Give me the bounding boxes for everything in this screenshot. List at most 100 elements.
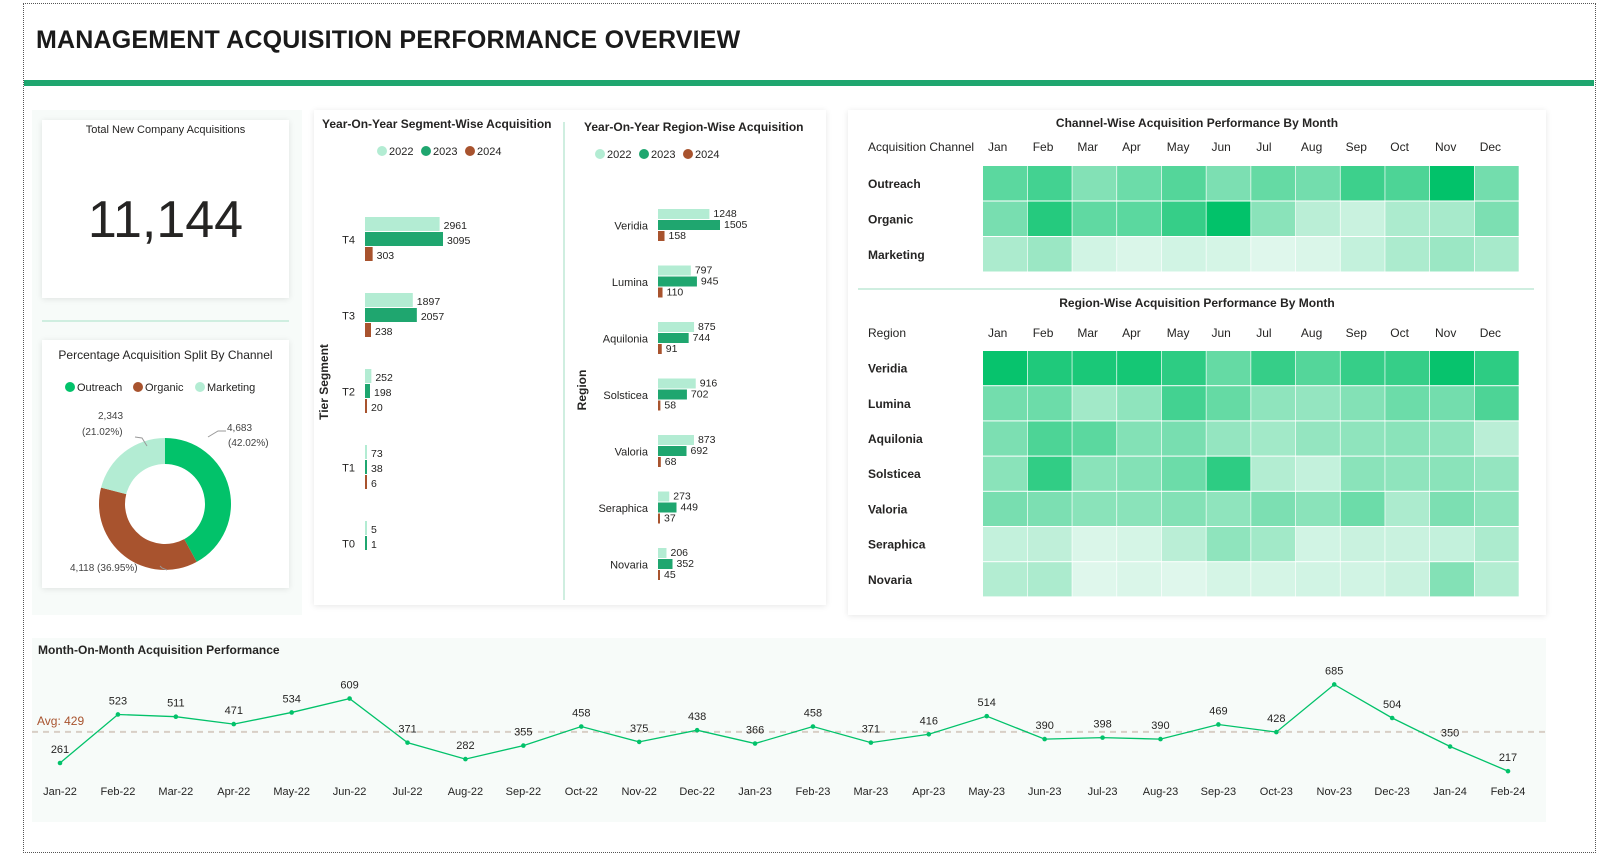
donut-chart[interactable]: Outreach Organic Marketing 4,683 (42.02%) 4,1… [42,340,289,588]
legend-label-2024: 2024 [695,149,719,161]
heatmap-cell [1206,421,1251,456]
bar-value-label: 1505 [724,219,748,231]
heatmap-cell [983,527,1027,562]
category-label-t3: T3 [342,311,355,323]
legend-label-marketing: Marketing [207,382,255,394]
bar-2024-t1 [365,475,367,489]
heatmap-cell [1385,421,1430,456]
bar-2024-t3 [365,323,371,337]
heatmap-column-jul: Jul [1256,326,1271,340]
heatmap-cell [983,237,1027,272]
category-label-t2: T2 [342,387,355,399]
slice-label-marketing-value: 2,343 [98,411,123,422]
heatmap-cell [1206,351,1251,386]
heatmap-cell [1385,166,1430,201]
heatmap-cell [1430,527,1474,562]
heatmap-cell [1385,237,1430,272]
donut-card[interactable]: Percentage Acquisition Split By Channel … [42,340,289,588]
heatmap-cell [1474,201,1519,236]
heatmap-column-apr: Apr [1122,140,1141,154]
heatmap-column-nov: Nov [1435,140,1456,154]
heatmap-cell [1385,351,1430,386]
heatmap-cell [983,201,1027,236]
heatmap-cell [1251,237,1296,272]
bar-value-label: 702 [691,389,709,401]
heatmap-cell [1117,527,1162,562]
data-label: 366 [746,725,764,737]
data-point [984,713,990,719]
heatmap-row-valoria: Valoria [868,502,908,516]
data-point [57,760,63,766]
heatmap-cell [1251,562,1296,597]
heatmap-cell [1295,351,1340,386]
heatmap-cell [1385,201,1430,236]
heatmap-cell [1161,527,1206,562]
legend-label-outreach: Outreach [77,382,122,394]
heatmap-cell [983,421,1027,456]
x-tick-label: Jun-23 [1028,786,1062,798]
legend-label-organic: Organic [145,382,184,394]
data-label: 375 [630,723,648,735]
donut-slice-outreach [165,438,231,562]
bar-value-label: 206 [670,547,688,559]
data-point [231,721,237,727]
data-point [521,743,526,748]
bar-2022-t1 [365,445,367,459]
heatmap-column-oct: Oct [1390,140,1409,154]
heatmap-cell [983,456,1027,491]
bar-2023-t3 [365,308,417,322]
x-tick-label: May-23 [968,786,1005,798]
heatmap-cell [1027,351,1072,386]
category-label-aquilonia: Aquilonia [603,334,649,346]
data-label: 511 [167,698,185,710]
heatmap-column-jan: Jan [988,326,1007,340]
heatmap-cell [1430,421,1474,456]
bar-value-label: 91 [666,343,678,355]
heatmap-cell [1251,421,1296,456]
bar-2023-lumina [658,276,697,287]
x-tick-label: Jul-23 [1088,786,1118,798]
heatmap-cell [1251,456,1296,491]
data-point [173,714,179,720]
kpi-card[interactable]: Total New Company Acquisitions 11,144 [42,120,289,298]
heatmap-column-mar: Mar [1077,140,1098,154]
data-label: 471 [225,705,243,717]
x-tick-label: Aug-22 [448,786,483,798]
data-point [1447,744,1453,749]
x-tick-label: May-22 [273,786,310,798]
heatmap-cell [1295,386,1340,421]
heatmap-cell [1161,237,1206,272]
category-label-lumina: Lumina [612,277,649,289]
bar-value-label: 1248 [713,208,737,220]
line-chart[interactable]: Avg: 429 261 Jan-22 523 Feb-22 511 Mar-22 471 Ap… [32,638,1546,822]
heatmap-row-header: Acquisition Channel [868,140,974,154]
heatmap-cell [1251,386,1296,421]
legend-label-2023: 2023 [651,149,675,161]
x-tick-label: Nov-22 [621,786,656,798]
data-label: 371 [398,724,416,736]
data-point [347,696,352,701]
bar-value-label: 158 [669,230,687,242]
heatmap-cell [1295,456,1340,491]
heatmap-row-marketing: Marketing [868,248,925,262]
bar-2024-seraphica [658,513,660,524]
line-panel: Month-On-Month Acquisition Performance A… [32,638,1546,822]
heatmap-column-oct: Oct [1390,326,1409,340]
data-label: 350 [1441,728,1459,740]
heatmap-cell [1161,421,1206,456]
heatmap-cell [1027,527,1072,562]
heatmap-cell [1117,456,1162,491]
data-point [752,741,758,746]
heatmap-cell [1474,527,1519,562]
segment-bar-chart[interactable]: 2022 2023 2024 Tier Segment T4 2961 3095 303 T3 1… [314,110,564,605]
heatmap-row-outreach: Outreach [868,177,921,191]
heatmap-charts[interactable]: Acquisition Channel Jan Feb Mar Apr May Jun Jul… [848,110,1546,615]
category-label-t1: T1 [342,463,355,475]
heatmap-column-dec: Dec [1480,326,1501,340]
bar-value-label: 916 [700,378,718,390]
heatmap-cell [1430,562,1474,597]
bar-value-label: 1 [371,539,377,551]
heatmap-cell [983,386,1027,421]
heatmap-cell [1430,351,1474,386]
